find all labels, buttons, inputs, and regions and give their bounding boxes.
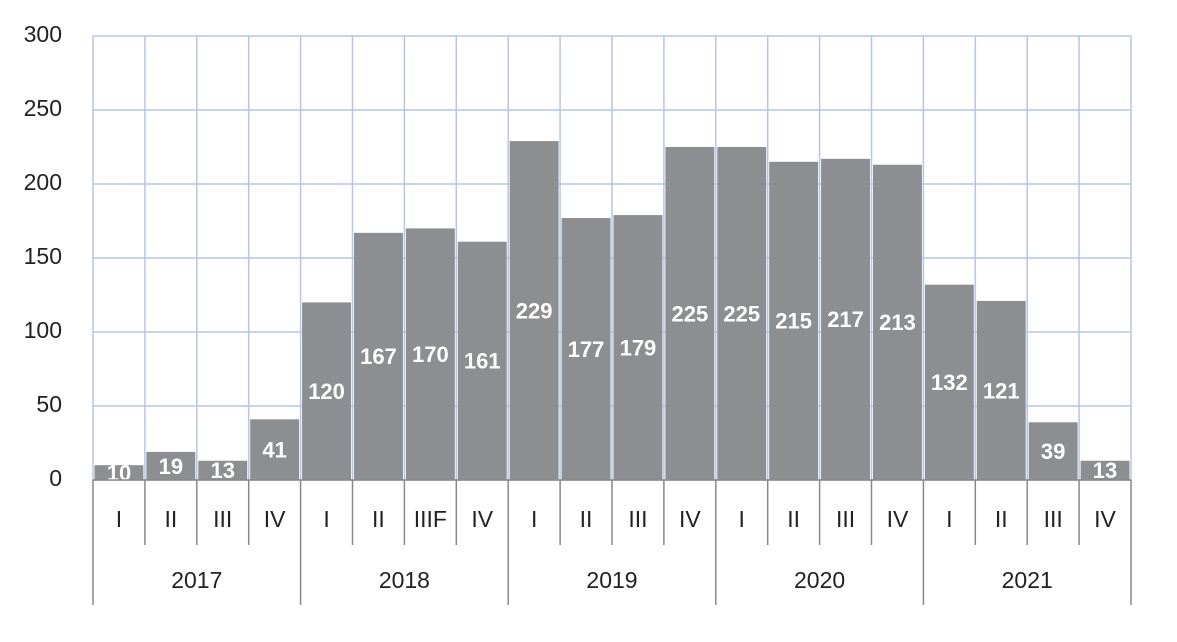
- y-tick-label: 300: [24, 21, 62, 47]
- x-group-label: 2020: [794, 567, 845, 593]
- bar: [146, 451, 196, 480]
- x-tick-label: II: [995, 506, 1008, 532]
- bar: [405, 228, 455, 480]
- value-label: 229: [516, 298, 553, 323]
- value-label: 13: [1093, 458, 1117, 483]
- x-tick-label: III: [1044, 506, 1063, 532]
- bar: [509, 141, 559, 480]
- value-label: 41: [262, 437, 286, 462]
- x-tick-label: IV: [471, 506, 493, 532]
- x-tick-label: I: [739, 506, 745, 532]
- y-tick-label: 250: [24, 95, 62, 121]
- bar: [354, 232, 403, 480]
- bar: [1028, 422, 1078, 480]
- x-tick-label: II: [372, 506, 385, 532]
- y-tick-label: 200: [24, 169, 62, 195]
- x-tick-label: IV: [887, 506, 909, 532]
- x-tick-label: I: [946, 506, 952, 532]
- x-tick-label: II: [580, 506, 593, 532]
- value-label: 167: [360, 344, 397, 369]
- value-label: 121: [983, 378, 1020, 403]
- x-tick-label: II: [164, 506, 177, 532]
- x-tick-label: IIIF: [414, 506, 447, 532]
- x-tick-label: II: [787, 506, 800, 532]
- bar: [198, 460, 248, 480]
- value-label: 217: [827, 307, 864, 332]
- value-label: 13: [211, 458, 235, 483]
- value-label: 120: [308, 379, 345, 404]
- value-label: 19: [159, 454, 183, 479]
- bar: [302, 302, 351, 480]
- value-label: 161: [464, 349, 501, 374]
- x-group-label: 2021: [1002, 567, 1053, 593]
- value-label: 132: [931, 370, 968, 395]
- x-tick-label: III: [213, 506, 232, 532]
- y-tick-label: 0: [49, 465, 62, 491]
- bar: [1080, 460, 1130, 480]
- value-label: 215: [775, 309, 812, 334]
- x-tick-label: III: [836, 506, 855, 532]
- x-tick-label: III: [628, 506, 647, 532]
- bar: [665, 147, 715, 480]
- bar: [561, 218, 611, 481]
- bar: [613, 215, 663, 480]
- y-tick-label: 50: [36, 391, 62, 417]
- y-tick-label: 150: [24, 243, 62, 269]
- bar: [821, 158, 870, 480]
- bar: [250, 419, 300, 480]
- value-label: 225: [723, 301, 760, 326]
- x-group-label: 2017: [171, 567, 222, 593]
- bar: [717, 147, 767, 480]
- x-tick-label: I: [116, 506, 122, 532]
- x-group-label: 2018: [379, 567, 430, 593]
- bar: [769, 161, 819, 481]
- value-label: 10: [107, 460, 131, 485]
- bar: [924, 284, 974, 480]
- y-tick-label: 100: [24, 317, 62, 343]
- x-tick-label: I: [323, 506, 329, 532]
- bar: [873, 164, 922, 480]
- value-label: 179: [620, 335, 657, 360]
- bar: [976, 300, 1026, 480]
- value-label: 39: [1041, 439, 1065, 464]
- value-label: 225: [671, 301, 708, 326]
- value-label: 177: [568, 337, 605, 362]
- x-group-label: 2019: [586, 567, 637, 593]
- bar: [94, 465, 144, 480]
- x-tick-label: IV: [679, 506, 701, 532]
- x-tick-label: IV: [264, 506, 286, 532]
- value-label: 213: [879, 310, 916, 335]
- bar: [457, 241, 507, 480]
- value-label: 170: [412, 342, 449, 367]
- x-tick-label: I: [531, 506, 537, 532]
- x-tick-label: IV: [1094, 506, 1116, 532]
